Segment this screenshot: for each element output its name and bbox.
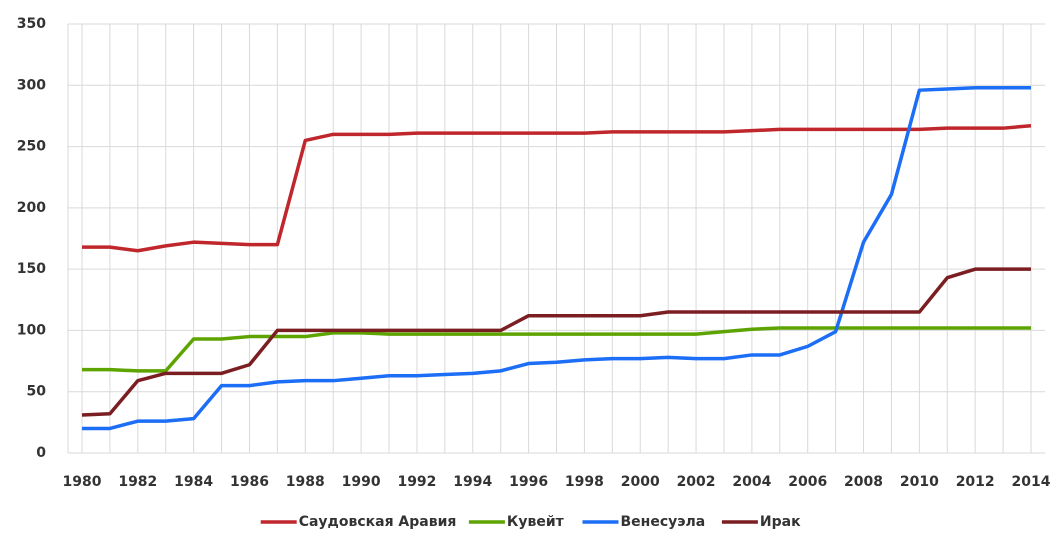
legend-label: Саудовская Аравия: [299, 514, 457, 530]
x-tick-label: 1988: [286, 474, 325, 490]
x-tick-label: 1986: [230, 474, 269, 490]
x-tick-label: 1982: [118, 474, 157, 490]
y-tick-label: 250: [17, 139, 46, 155]
legend-label: Венесуэла: [621, 514, 706, 530]
x-tick-label: 2012: [956, 474, 995, 490]
series-line: [82, 123, 1032, 253]
series-line: [82, 326, 1031, 373]
x-tick-label: 2014: [1012, 474, 1051, 490]
x-tick-label: 2000: [621, 474, 660, 490]
y-tick-label: 200: [17, 200, 46, 216]
x-tick-label: 1980: [63, 474, 102, 490]
x-tick-label: 1994: [453, 474, 492, 490]
series-line: [82, 85, 1031, 431]
x-tick-label: 1998: [565, 474, 604, 490]
y-tick-label: 350: [17, 16, 46, 32]
x-tick-label: 2002: [677, 474, 716, 490]
x-tick-label: 1992: [397, 474, 436, 490]
y-tick-label: 150: [17, 261, 46, 277]
x-tick-label: 1996: [509, 474, 548, 490]
x-tick-label: 2006: [788, 474, 827, 490]
y-tick-label: 0: [36, 445, 46, 461]
x-tick-label: 2004: [732, 474, 771, 490]
legend-label: Кувейт: [507, 514, 565, 530]
y-tick-label: 100: [17, 322, 46, 338]
y-tick-label: 50: [27, 384, 47, 400]
x-tick-label: 2008: [844, 474, 883, 490]
y-tick-label: 300: [17, 77, 46, 93]
legend-label: Ирак: [760, 514, 801, 530]
series-line: [81, 267, 1031, 417]
x-tick-label: 2010: [900, 474, 939, 490]
x-tick-label: 1990: [342, 474, 381, 490]
x-tick-label: 1984: [174, 474, 213, 490]
